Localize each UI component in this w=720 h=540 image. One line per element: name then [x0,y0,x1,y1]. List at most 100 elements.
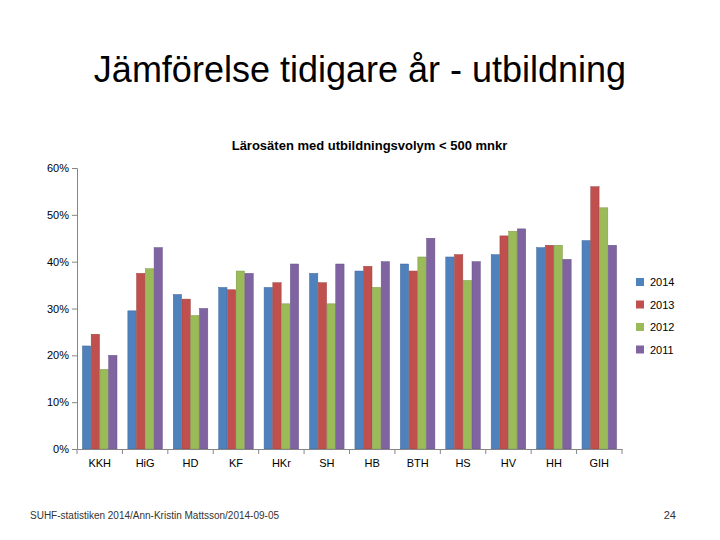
legend-swatch [636,323,644,331]
x-tick: BTH [407,449,429,469]
y-tick: 20% [47,349,77,361]
bar [145,269,153,449]
bar [290,264,298,449]
bar [608,245,616,449]
y-tick-mark [72,215,77,216]
bar [336,264,344,449]
bar [364,266,372,449]
y-tick: 50% [47,209,77,221]
legend-label: 2014 [650,276,674,288]
x-tick: KKH [88,449,111,469]
bar [491,255,499,449]
x-separator [122,449,123,454]
y-tick: 10% [47,396,77,408]
y-tick-label: 50% [47,209,69,221]
x-separator [213,449,214,454]
bar [264,287,272,449]
x-separators [77,449,622,454]
legend-item: 2011 [636,344,674,356]
bar-series [91,187,599,449]
legend-item: 2012 [636,321,674,333]
bar [554,245,562,449]
bar [219,287,227,449]
y-tick: 40% [47,256,77,268]
bar [563,259,571,449]
legend-swatch [636,346,644,354]
bar [517,229,525,449]
legend: 2014 2013 2012 2011 [636,276,674,356]
bar [182,299,190,449]
y-axis-line [72,169,78,450]
x-tick-label: HKr [272,457,291,469]
bar [455,255,463,449]
legend-label: 2012 [650,321,674,333]
y-tick: 0% [53,443,77,455]
y-tick-label: 0% [53,443,69,455]
x-separator [576,449,577,454]
bar [91,334,99,449]
bar [82,346,90,449]
x-tick-label: HH [546,457,562,469]
x-separator [167,449,168,454]
bar [446,257,454,449]
x-tick: GIH [590,449,610,469]
x-tick: HKr [272,449,291,469]
bar [173,294,181,449]
bar [100,369,108,449]
x-separator [394,449,395,454]
bar [537,248,545,449]
x-tick-label: SH [319,457,334,469]
chart-title: Lärosäten med utbildningsvolym < 500 mnk… [232,138,508,153]
bar [327,304,335,449]
bar [582,241,590,449]
bar [472,262,480,449]
bar [236,271,244,449]
bar [227,290,235,449]
x-tick-label: HiG [136,457,155,469]
legend-label: 2011 [650,344,674,356]
bar [273,283,281,449]
legend-swatch [636,301,644,309]
bar [282,304,290,449]
y-tick-mark [72,168,77,169]
x-separator [440,449,441,454]
bar [509,231,517,449]
page-number: 24 [664,509,676,521]
bar [463,280,471,449]
bar [591,187,599,449]
bar [427,238,435,449]
x-tick-label: HD [183,457,199,469]
bar [600,208,608,449]
bar [381,262,389,449]
y-tick-label: 40% [47,256,69,268]
y-tick-mark [72,449,77,450]
bar [355,271,363,449]
x-tick-label: KKH [88,457,111,469]
legend-item: 2013 [636,299,674,311]
footer: SUHF-statistiken 2014/Ann-Kristin Mattss… [30,510,279,521]
x-separator [531,449,532,454]
y-tick-label: 10% [47,396,69,408]
x-tick: HB [365,449,380,469]
y-tick-label: 20% [47,349,69,361]
y-axis: 0%10%20%30%40%50%60% [47,162,78,455]
y-tick-mark [72,262,77,263]
x-tick: HV [501,449,517,469]
x-tick-label: BTH [407,457,429,469]
x-tick-label: HS [455,457,470,469]
x-separator [485,449,486,454]
x-separator [304,449,305,454]
x-tick: HS [455,449,470,469]
x-separator [77,449,78,454]
bar [400,264,408,449]
y-tick-label: 30% [47,303,69,315]
bar [500,236,508,449]
bar-series [109,229,617,449]
legend-swatch [636,278,644,286]
bar [545,245,553,449]
x-tick-label: HV [501,457,517,469]
bar [137,273,145,449]
bar [318,283,326,449]
y-tick-mark [72,355,77,356]
bar [418,257,426,449]
